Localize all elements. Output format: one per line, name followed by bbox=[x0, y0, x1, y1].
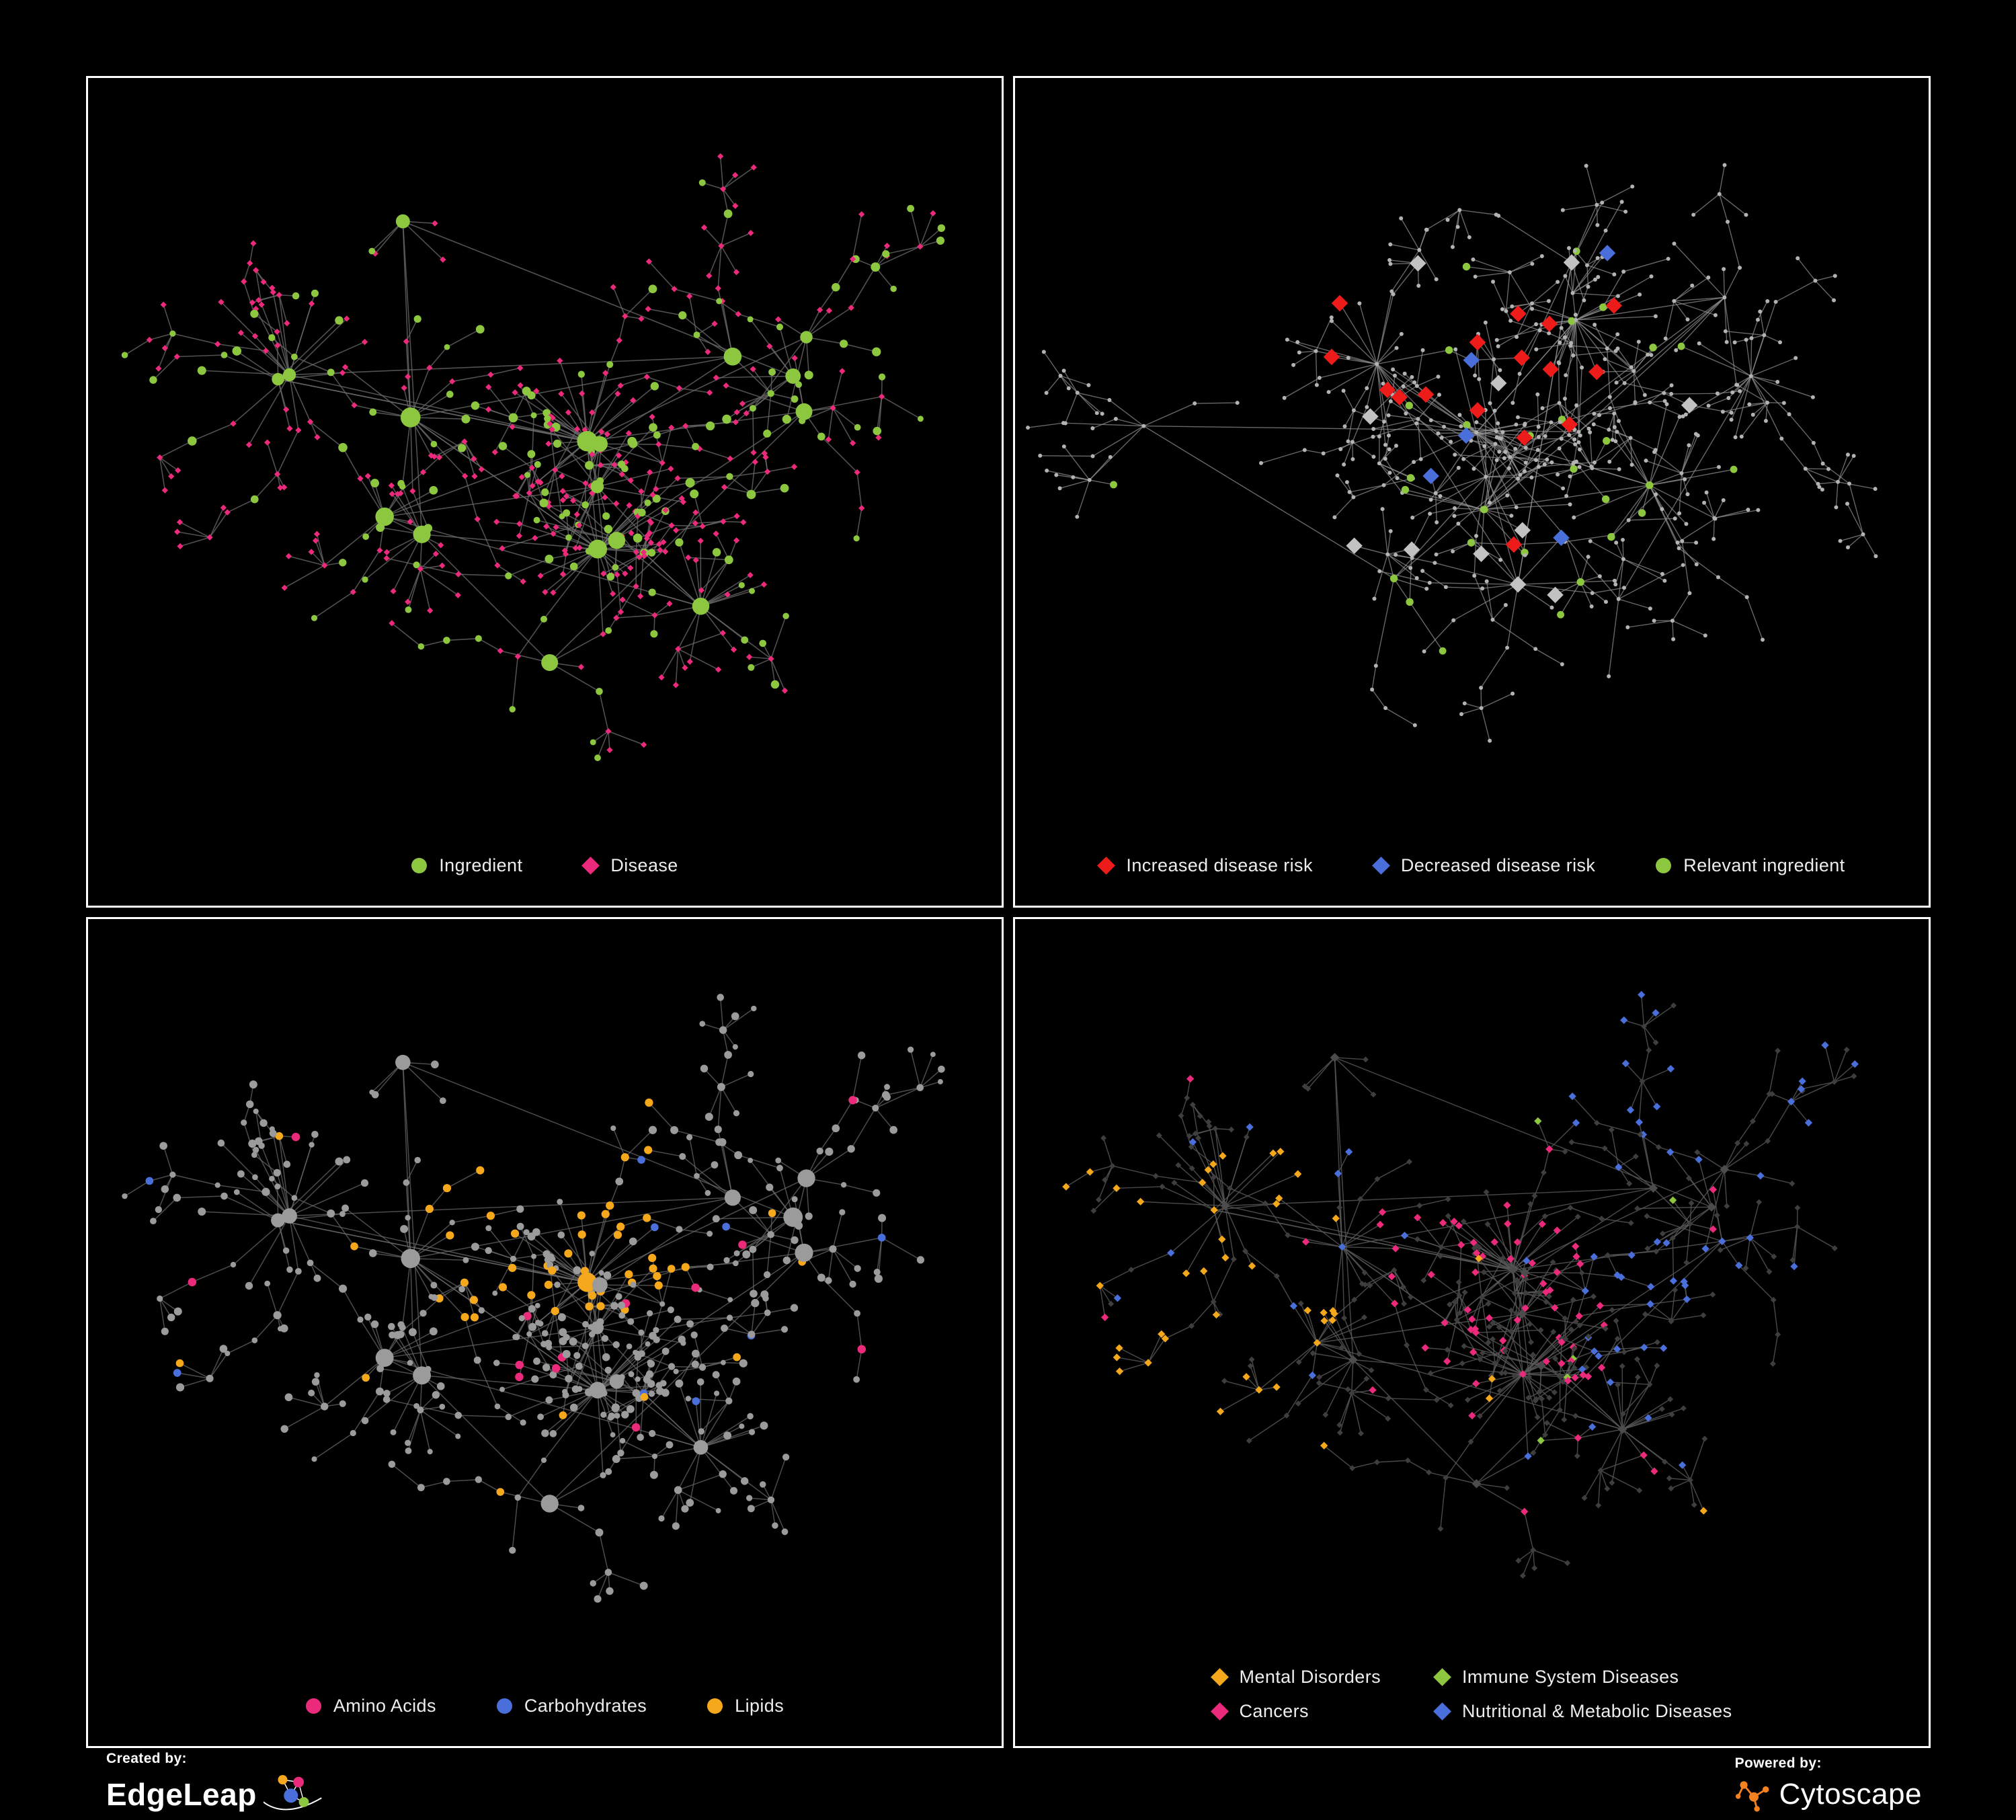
legend-item: Decreased disease risk bbox=[1371, 855, 1596, 876]
diamond-marker-icon bbox=[1097, 856, 1116, 875]
legend-item: Ingredient bbox=[411, 855, 522, 876]
legend-label: Ingredient bbox=[439, 855, 523, 875]
cytoscape-wordmark: Cytoscape bbox=[1779, 1778, 1922, 1811]
figure-grid: Ingredient Disease Increased disease risk… bbox=[86, 76, 1931, 1748]
ingredient-disease-legend: Ingredient Disease bbox=[88, 846, 1002, 906]
cytoscape-logo: Cytoscape bbox=[1735, 1776, 1922, 1813]
legend-item: Mental Disorders bbox=[1210, 1667, 1381, 1688]
diamond-marker-icon bbox=[1210, 1702, 1229, 1720]
legend-label: Lipids bbox=[735, 1696, 784, 1716]
disease-risk-legend: Increased disease risk Decreased disease … bbox=[1015, 846, 1929, 906]
legend-label: Carbohydrates bbox=[524, 1696, 647, 1716]
cytoscape-credit: Powered by: Cytoscape bbox=[1735, 1755, 1922, 1813]
panel-nutrient-class-network: Amino Acids Carbohydrates Lipids bbox=[86, 916, 1004, 1748]
cytoscape-logo-icon bbox=[1735, 1781, 1769, 1812]
legend-label: Relevant ingredient bbox=[1683, 855, 1845, 875]
legend-item: Increased disease risk bbox=[1097, 855, 1313, 876]
legend-label: Amino Acids bbox=[333, 1696, 436, 1716]
diamond-marker-icon bbox=[1433, 1668, 1451, 1686]
circle-marker-icon bbox=[411, 857, 428, 873]
ingredient-disease-network-graph bbox=[121, 153, 946, 762]
legend-item: Relevant ingredient bbox=[1656, 855, 1845, 876]
legend-item: Carbohydrates bbox=[496, 1696, 647, 1716]
legend-label: Disease bbox=[610, 855, 678, 875]
legend-item: Cancers bbox=[1210, 1701, 1381, 1722]
edgeleap-credit: Created by: EdgeLeap bbox=[106, 1751, 325, 1818]
legend-label: Immune System Diseases bbox=[1462, 1667, 1679, 1687]
nutrient-class-network-graph bbox=[122, 993, 945, 1603]
legend-label: Increased disease risk bbox=[1126, 855, 1313, 875]
legend-item: Lipids bbox=[707, 1696, 784, 1716]
edgeleap-logo: EdgeLeap bbox=[106, 1771, 325, 1818]
panel-ingredient-disease-network: Ingredient Disease bbox=[86, 76, 1004, 908]
diamond-marker-icon bbox=[1433, 1702, 1451, 1720]
circle-marker-icon bbox=[496, 1698, 512, 1714]
disease-risk-network-graph bbox=[1026, 163, 1878, 743]
disease-class-legend: Mental Disorders Immune System Diseases Ca… bbox=[1015, 1660, 1929, 1746]
edgeleap-logo-icon bbox=[263, 1775, 322, 1811]
legend-label: Decreased disease risk bbox=[1400, 855, 1596, 875]
circle-marker-icon bbox=[1656, 857, 1672, 873]
nutrient-class-legend: Amino Acids Carbohydrates Lipids bbox=[88, 1686, 1002, 1746]
panel-disease-risk-network: Increased disease risk Decreased disease … bbox=[1013, 76, 1931, 908]
panel-disease-class-network: Mental Disorders Immune System Diseases Ca… bbox=[1013, 916, 1931, 1748]
created-by-label: Created by: bbox=[106, 1751, 187, 1766]
legend-item: Immune System Diseases bbox=[1433, 1667, 1732, 1688]
edgeleap-wordmark: EdgeLeap bbox=[106, 1777, 257, 1812]
circle-marker-icon bbox=[707, 1698, 723, 1714]
circle-marker-icon bbox=[305, 1698, 321, 1714]
legend-label: Cancers bbox=[1239, 1701, 1309, 1721]
powered-by-label: Powered by: bbox=[1734, 1755, 1822, 1771]
legend-item: Amino Acids bbox=[305, 1696, 436, 1716]
footer: Created by: EdgeLeap Powered by: bbox=[106, 1751, 1922, 1818]
disease-class-network-graph bbox=[1062, 990, 1859, 1579]
legend-item: Nutritional & Metabolic Diseases bbox=[1433, 1701, 1732, 1722]
legend-label: Nutritional & Metabolic Diseases bbox=[1462, 1701, 1732, 1721]
diamond-marker-icon bbox=[1210, 1668, 1229, 1686]
legend-label: Mental Disorders bbox=[1239, 1667, 1381, 1687]
diamond-marker-icon bbox=[581, 856, 600, 875]
diamond-marker-icon bbox=[1371, 856, 1390, 875]
legend-item: Disease bbox=[581, 855, 678, 876]
